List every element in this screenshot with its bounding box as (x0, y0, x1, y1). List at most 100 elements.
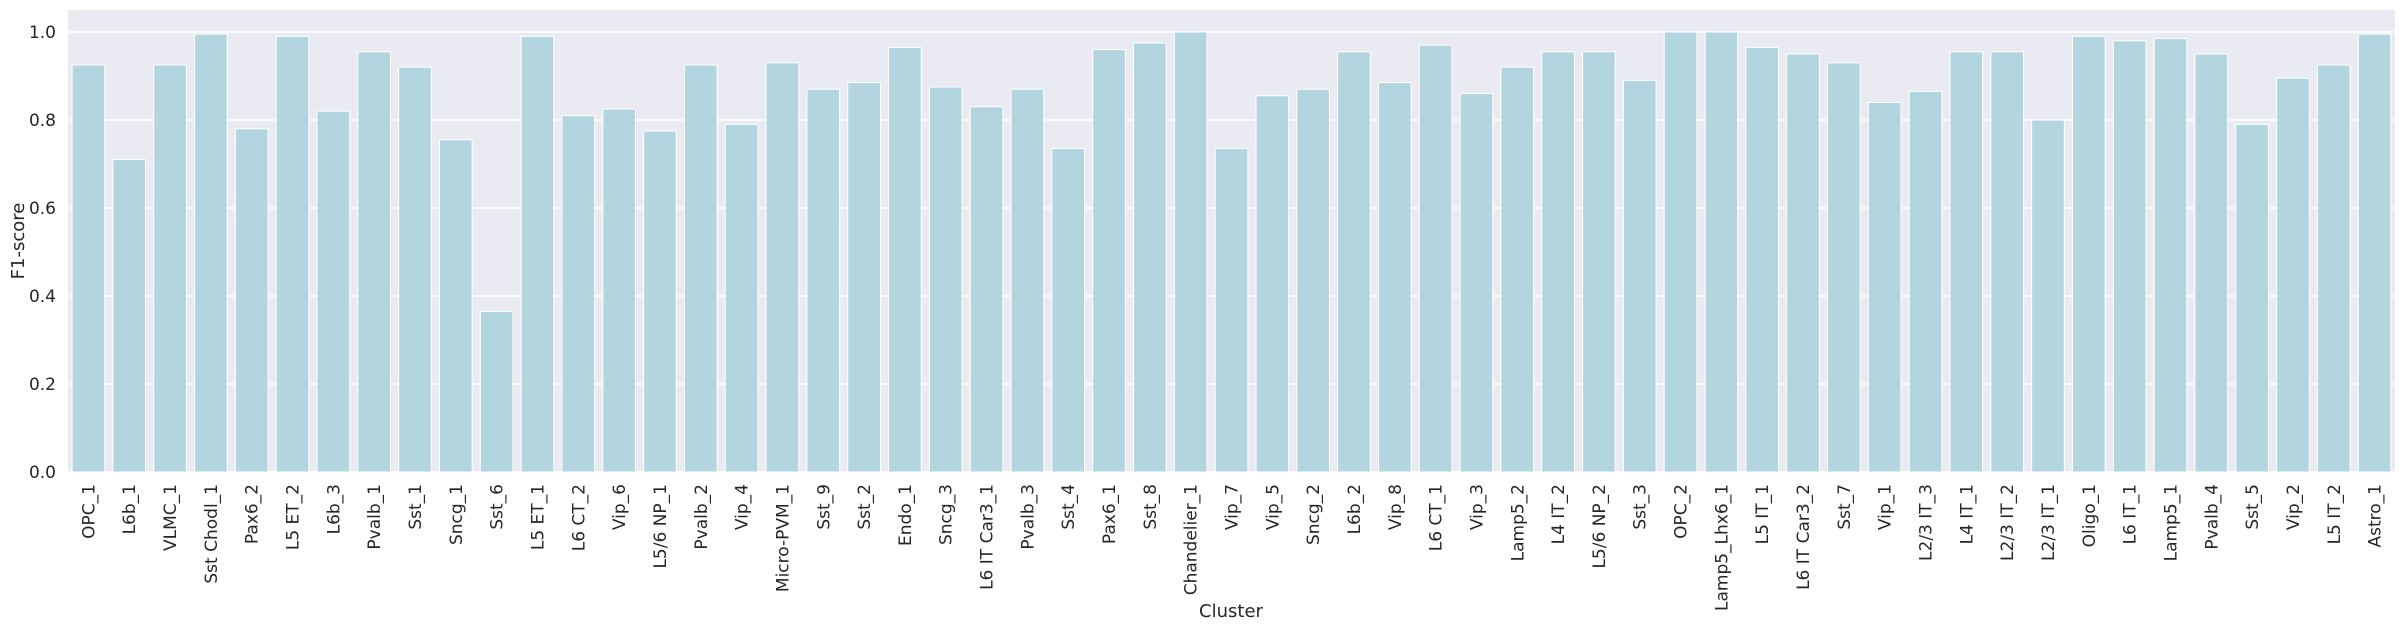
x-tick-label: Sst_6 (488, 484, 508, 530)
bar (1377, 82, 1412, 473)
y-tick-label: 1.0 (29, 23, 56, 43)
x-tick-label: Lamp5_Lhx6_1 (1712, 484, 1732, 611)
x-tick-label: L4 IT_2 (1549, 484, 1569, 544)
bar (520, 35, 555, 473)
x-tick-label: Sst Chodl_1 (202, 484, 222, 584)
bar (1582, 51, 1616, 473)
bar (2235, 123, 2269, 473)
bar (602, 108, 636, 473)
bar (153, 64, 187, 473)
x-tick-label: Pax6_2 (243, 484, 263, 544)
bar (1255, 95, 1290, 473)
bar (479, 310, 514, 473)
bar (439, 139, 473, 473)
bar (1541, 51, 1575, 473)
x-tick-label: Lamp5_2 (1508, 484, 1528, 561)
bar (1418, 44, 1453, 473)
x-tick-label: L6 IT_1 (2121, 484, 2141, 544)
bar (71, 64, 106, 473)
x-tick-labels: OPC_1 L6b_1 VLMC_1 Sst Chodl_1 Pax6_2 L5 ET_2… (79, 484, 2385, 611)
bar (1500, 66, 1535, 473)
x-tick-label: L5/6 NP_1 (651, 484, 671, 569)
x-tick-label: Sst_1 (406, 484, 426, 530)
x-tick-label: Sst_4 (1059, 484, 1079, 530)
y-tick-label: 0.2 (29, 375, 56, 395)
y-tick-label: 0.8 (29, 111, 56, 131)
y-tick-label: 0.6 (29, 199, 56, 219)
x-tick-label: Vip_5 (1263, 484, 1283, 530)
bar (194, 33, 228, 473)
x-tick-label: L6b_1 (120, 484, 140, 534)
x-tick-label: L5 IT_2 (2325, 484, 2345, 544)
bar (2194, 53, 2229, 473)
bar (2112, 40, 2147, 473)
x-tick-label: L2/3 IT_2 (1998, 484, 2018, 561)
x-tick-label: Vip_8 (1386, 484, 1406, 530)
bar (928, 86, 963, 473)
x-tick-label: Vip_4 (733, 484, 753, 530)
x-tick-label: Pax6_1 (1100, 484, 1120, 544)
x-tick-label: Endo_1 (896, 484, 916, 546)
bar (2153, 38, 2188, 473)
bar (724, 123, 759, 473)
x-tick-label: Sst_2 (855, 484, 875, 530)
bar (357, 51, 392, 473)
bar (1296, 88, 1330, 473)
bar (969, 106, 1004, 473)
x-tick-label: Vip_6 (610, 484, 630, 530)
x-tick-label: Sst_8 (1141, 484, 1161, 530)
bar (1663, 31, 1698, 473)
x-tick-label: Lamp5_1 (2161, 484, 2181, 561)
bar (1786, 53, 1820, 473)
bar (1051, 148, 1086, 473)
bar (1908, 90, 1943, 473)
bar (643, 130, 677, 473)
bar (765, 62, 800, 473)
bar (1337, 51, 1371, 473)
x-tick-label: L2/3 IT_1 (2039, 484, 2059, 561)
bar (1092, 49, 1126, 473)
x-tick-label: Pvalb_4 (2202, 484, 2222, 550)
bar (1459, 93, 1494, 473)
x-tick-label: Sst_7 (1835, 484, 1855, 530)
x-tick-label: Pvalb_3 (1018, 484, 1038, 550)
x-tick-label: Sst_3 (1631, 484, 1651, 530)
x-tick-label: L5/6 NP_2 (1590, 484, 1610, 569)
x-tick-label: L6 IT Car3_1 (978, 484, 998, 590)
bar (1010, 88, 1045, 473)
bar (2276, 77, 2310, 473)
x-tick-label: L5 IT_1 (1753, 484, 1773, 544)
x-tick-label: Oligo_1 (2080, 484, 2100, 547)
bar (1867, 101, 1902, 473)
bar (1704, 31, 1739, 473)
bar (2071, 35, 2106, 473)
x-tick-label: L2/3 IT_3 (1917, 484, 1937, 561)
bar (275, 35, 310, 473)
x-tick-label: L4 IT_1 (1957, 484, 1977, 544)
x-tick-label: L6b_2 (1345, 484, 1365, 534)
bar (847, 82, 881, 473)
bar (2357, 33, 2392, 473)
x-tick-label: L6 CT_1 (1427, 484, 1447, 551)
x-tick-label: Astro_1 (2366, 484, 2386, 547)
x-tick-label: OPC_2 (1672, 484, 1692, 539)
x-tick-label: Pvalb_1 (365, 484, 385, 550)
x-tick-label: Vip_2 (2284, 484, 2304, 530)
x-tick-label: Micro-PVM_1 (773, 484, 793, 592)
x-tick-label: Sncg_3 (937, 484, 957, 545)
bar (2316, 64, 2351, 473)
x-tick-label: Vip_7 (1223, 484, 1243, 530)
x-tick-label: OPC_1 (79, 484, 99, 539)
x-tick-label: L6 IT Car3_2 (1794, 484, 1814, 590)
x-tick-label: L5 ET_1 (528, 484, 548, 550)
y-tick-label: 0.0 (29, 463, 56, 483)
bar (561, 115, 596, 473)
bar (1745, 46, 1780, 473)
x-axis-title: Cluster (1199, 601, 1263, 622)
y-tick-labels: 0.0 0.2 0.4 0.6 0.8 1.0 (29, 23, 56, 483)
x-tick-label: L6 CT_2 (569, 484, 589, 551)
bar (1173, 31, 1208, 473)
bar (1214, 148, 1249, 473)
x-tick-label: Chandelier_1 (1182, 484, 1202, 595)
